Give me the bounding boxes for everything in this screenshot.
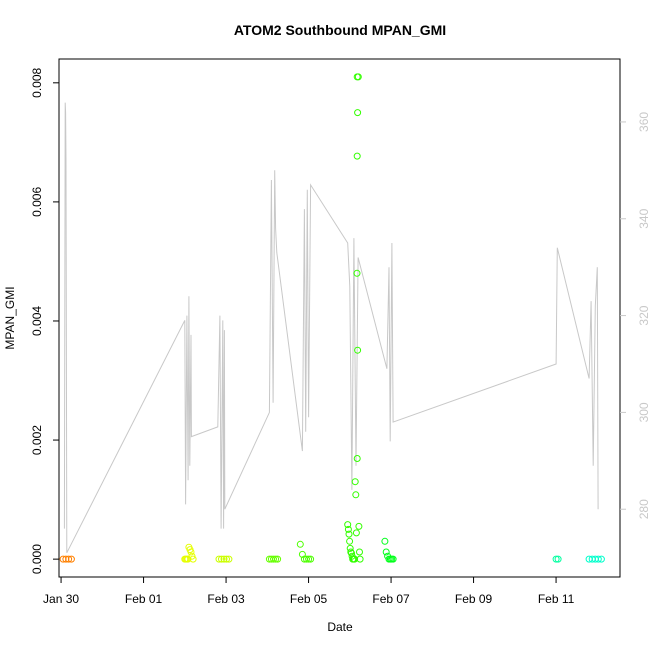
- y-tick-label: 0.006: [30, 187, 44, 217]
- data-point: [307, 555, 315, 563]
- y-axis-left: 0.000 0.002 0.004 0.006 0.008: [30, 67, 59, 574]
- data-point: [353, 73, 361, 81]
- data-point: [356, 555, 364, 563]
- x-tick-label: Feb 07: [372, 592, 410, 606]
- data-point: [344, 521, 352, 529]
- plot-frame: [58, 58, 621, 578]
- data-point: [345, 530, 353, 538]
- data-point: [382, 548, 390, 556]
- x-tick-label: Feb 03: [207, 592, 245, 606]
- y-tick-label: 0.002: [30, 425, 44, 455]
- data-point: [296, 540, 304, 548]
- data-point: [67, 555, 75, 563]
- data-point: [344, 525, 352, 533]
- data-point: [225, 555, 233, 563]
- data-point: [353, 455, 361, 462]
- data-point: [220, 555, 228, 563]
- x-axis: Jan 30 Feb 01 Feb 03 Feb 05 Feb 07 Feb 09 Feb …: [43, 577, 575, 606]
- y-right-tick-label: 280: [637, 499, 650, 519]
- data-point: [347, 548, 355, 556]
- y-tick-label: 0.008: [30, 67, 44, 97]
- data-point: [381, 537, 389, 545]
- data-point: [346, 544, 354, 552]
- secondary-line: [63, 102, 599, 554]
- y-axis-label: MPAN_GMI: [3, 286, 17, 349]
- y-right-tick-label: 320: [637, 305, 650, 325]
- y-right-tick-label: 340: [637, 208, 650, 228]
- data-point: [353, 152, 361, 160]
- x-tick-label: Feb 01: [125, 592, 163, 606]
- data-point: [389, 555, 397, 563]
- data-point: [215, 555, 223, 563]
- data-point: [354, 346, 362, 354]
- data-point: [272, 555, 280, 563]
- data-point: [594, 555, 602, 563]
- chart-title: ATOM2 Southbound MPAN_GMI: [234, 22, 446, 38]
- x-tick-label: Feb 05: [290, 592, 328, 606]
- data-point: [298, 550, 306, 558]
- data-point: [305, 555, 313, 563]
- data-point: [187, 548, 195, 556]
- data-point: [352, 529, 360, 537]
- y-right-tick-label: 360: [637, 112, 650, 132]
- data-point: [346, 537, 354, 545]
- x-axis-label: Date: [327, 620, 353, 634]
- data-point: [353, 269, 361, 277]
- y-axis-right: 280 300 320 340 360: [620, 112, 650, 519]
- x-tick-label: Jan 30: [43, 592, 79, 606]
- data-point: [223, 555, 230, 563]
- y-tick-label: 0.000: [30, 544, 44, 574]
- data-point: [65, 555, 73, 563]
- data-point: [356, 548, 363, 556]
- data-point: [597, 555, 605, 563]
- data-point: [218, 555, 225, 563]
- data-point: [552, 555, 560, 563]
- data-point: [352, 491, 360, 499]
- data-point: [354, 109, 362, 117]
- data-point: [554, 555, 562, 563]
- x-tick-label: Feb 11: [538, 592, 575, 606]
- y-right-tick-label: 300: [637, 402, 650, 422]
- data-points: [59, 73, 605, 563]
- data-point: [270, 555, 277, 563]
- data-point: [274, 555, 282, 563]
- data-point: [355, 522, 363, 530]
- data-point: [351, 478, 359, 486]
- x-tick-label: Feb 09: [455, 592, 493, 606]
- data-point: [189, 555, 197, 563]
- y-tick-label: 0.004: [30, 306, 44, 336]
- grey-series-line: [63, 102, 599, 554]
- data-point: [303, 555, 310, 563]
